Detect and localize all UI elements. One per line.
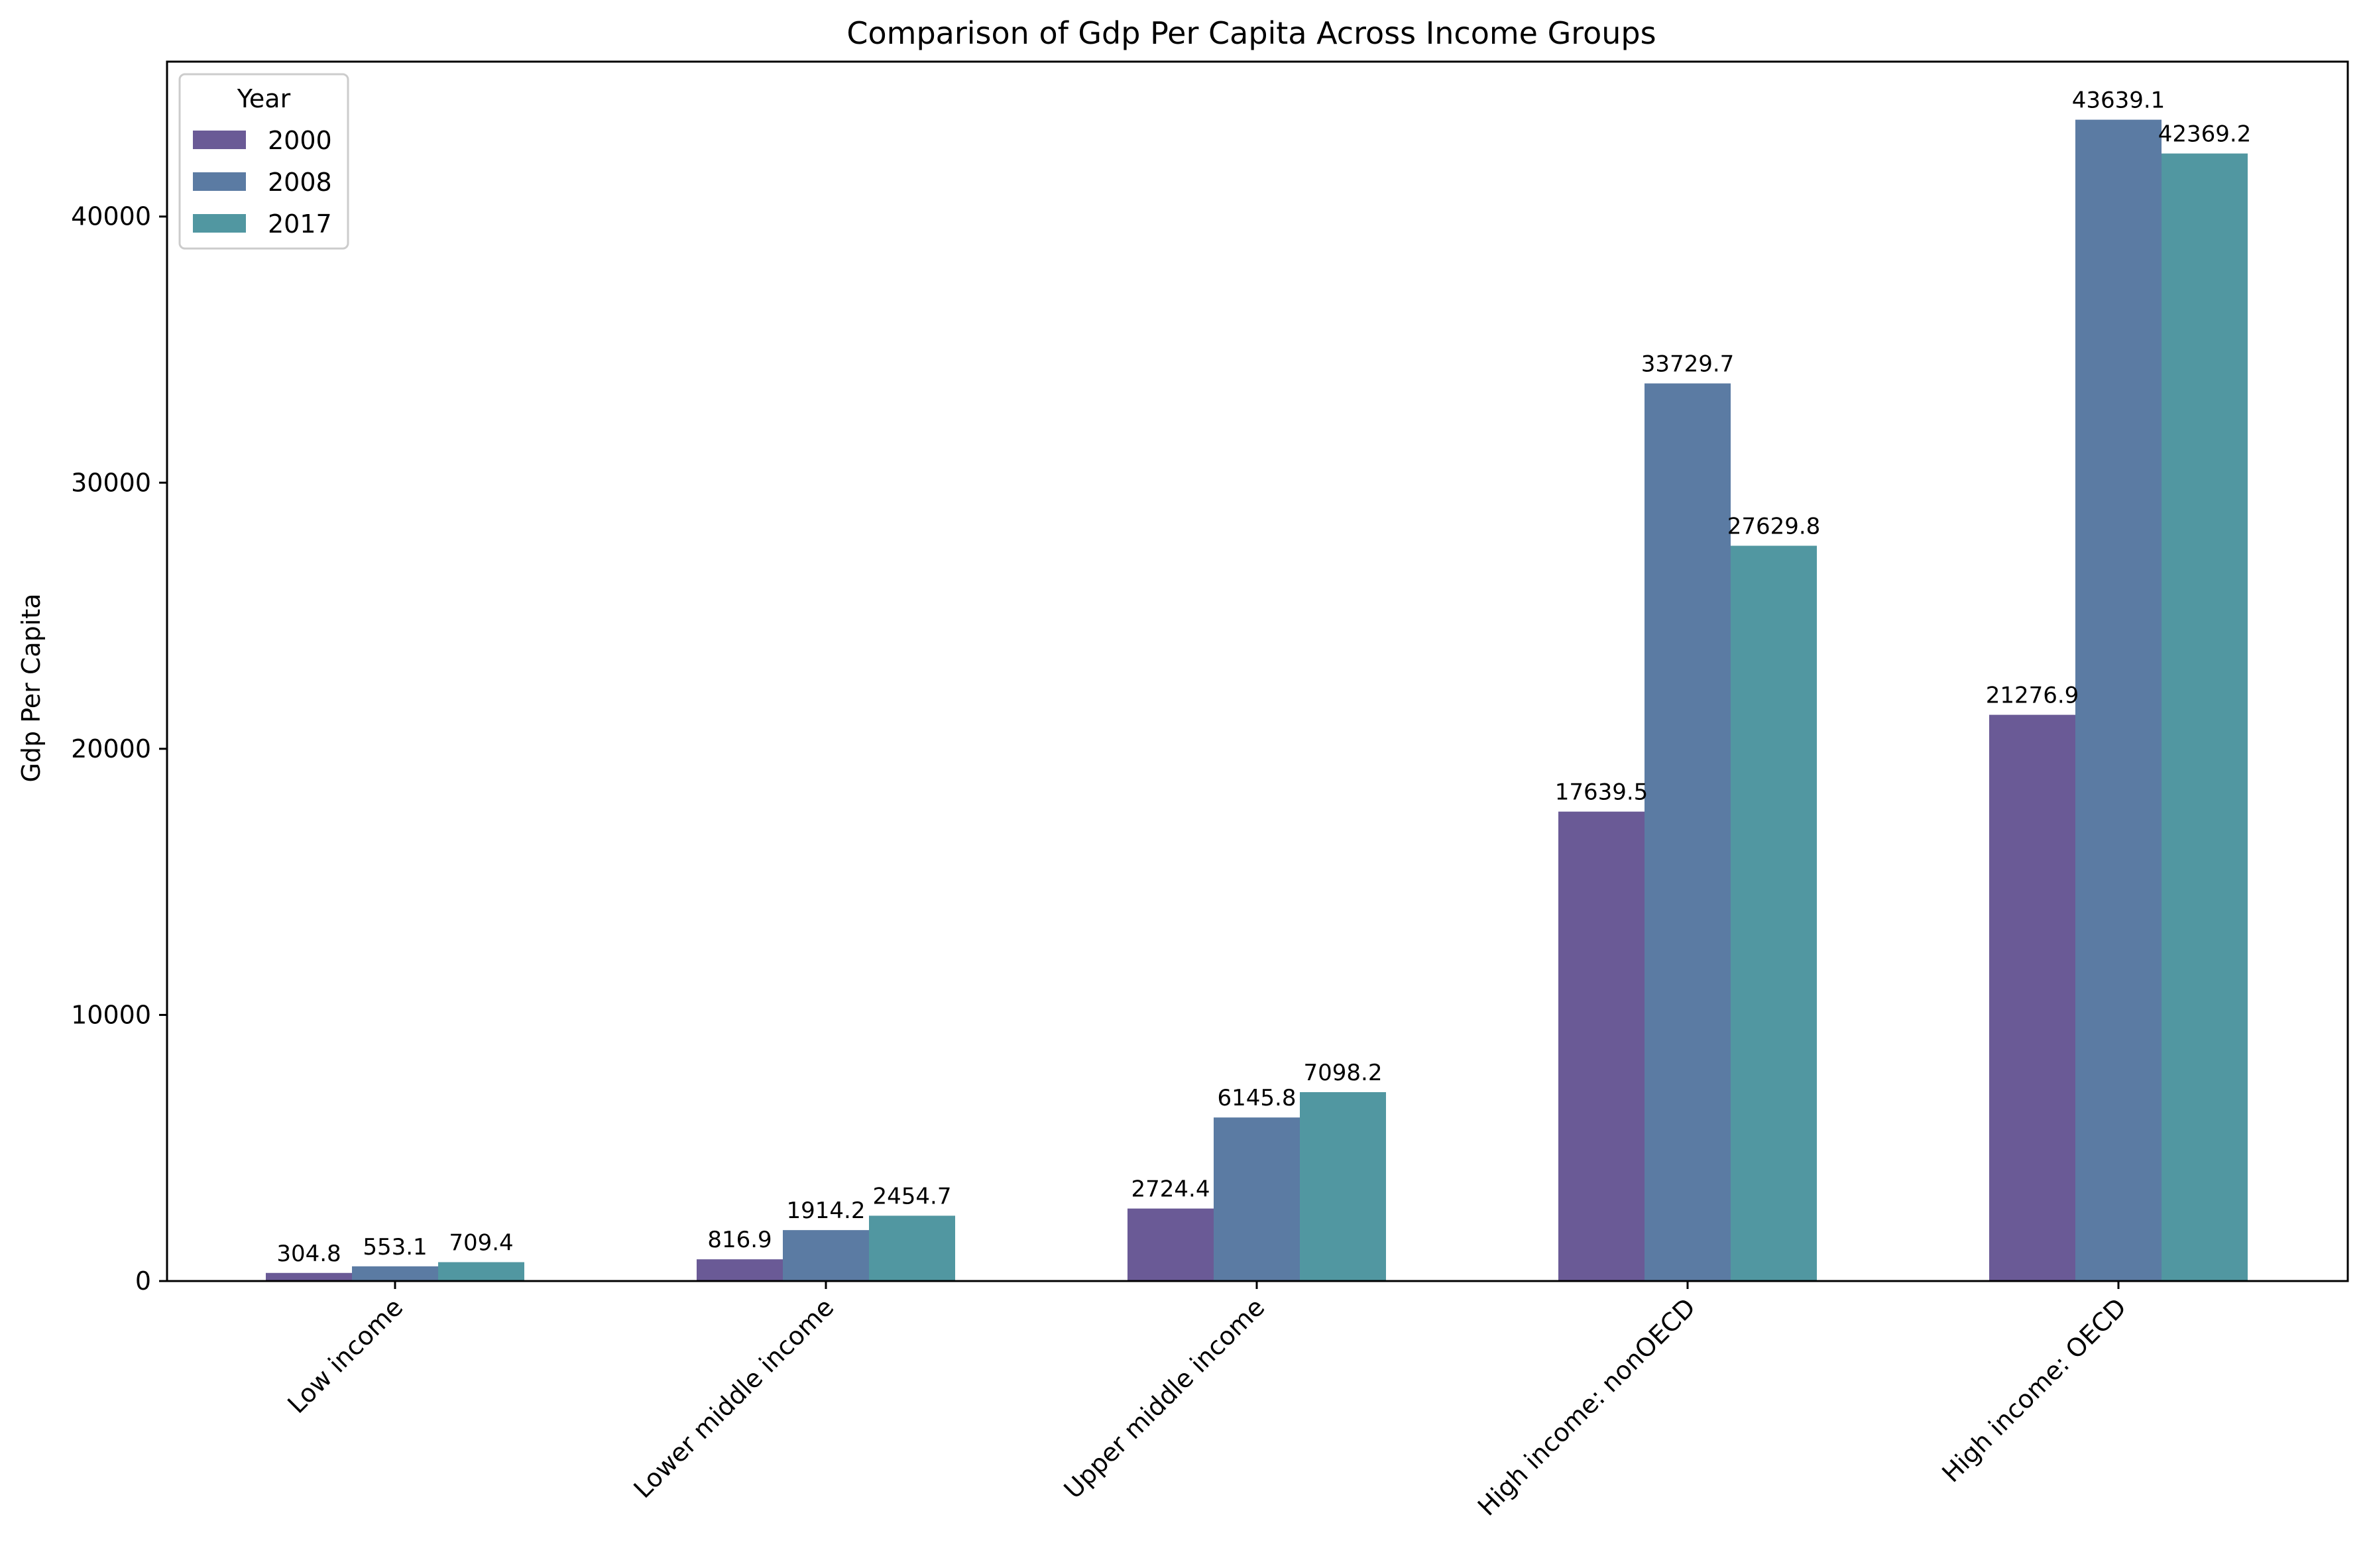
bar-value-label: 709.4 [449, 1230, 513, 1257]
legend-title: Year [237, 84, 291, 113]
bar-value-label: 1914.2 [787, 1198, 866, 1224]
bar-2008-3 [1645, 383, 1731, 1281]
x-tick-label: High income: OECD [1936, 1292, 2132, 1488]
x-tick-label: Low income [282, 1292, 408, 1419]
y-tick-label: 10000 [71, 1000, 151, 1029]
x-tick-label: Lower middle income [628, 1292, 840, 1504]
bar-value-label: 6145.8 [1218, 1085, 1297, 1111]
y-tick-label: 0 [135, 1266, 151, 1296]
legend-box [178, 73, 349, 250]
bars [266, 119, 2248, 1282]
bar-2008-2 [1214, 1117, 1300, 1281]
bar-2017-2 [1300, 1092, 1386, 1281]
bar-2008-1 [783, 1230, 869, 1281]
legend-items: 2000 2008 2017 [193, 126, 332, 239]
bar-value-label: 27629.8 [1727, 513, 1821, 539]
plot-frame [166, 60, 2349, 1282]
bar-labels: 304.8 816.9 2724.4 17639.5 21276.9 553.1 1914.… [276, 87, 2251, 1267]
y-tick-label: 40000 [71, 202, 151, 231]
legend-label: 2008 [268, 168, 332, 197]
bar-2000-2 [1127, 1208, 1214, 1281]
bar-2000-3 [1558, 811, 1645, 1281]
bar-2008-0 [352, 1266, 438, 1281]
x-tick-label: High income: nonOECD [1472, 1292, 1701, 1521]
bar-2017-4 [2162, 153, 2248, 1282]
bar-value-label: 17639.5 [1555, 779, 1648, 806]
legend-label: 2017 [268, 209, 332, 239]
bar-value-label: 33729.7 [1641, 351, 1735, 378]
legend-label: 2000 [268, 126, 332, 155]
y-tick-label: 20000 [71, 734, 151, 763]
bar-2008-4 [2075, 119, 2162, 1281]
x-tick-label: Upper middle income [1059, 1292, 1271, 1504]
y-axis: 0 10000 20000 30000 40000 [71, 202, 167, 1296]
bar-2017-3 [1731, 545, 1817, 1282]
bar-value-label: 7098.2 [1304, 1060, 1383, 1086]
chart-title: Comparison of Gdp Per Capita Across Inco… [846, 15, 1656, 51]
bar-2000-1 [697, 1259, 783, 1281]
bar-value-label: 304.8 [276, 1241, 341, 1267]
bar-2000-0 [266, 1272, 352, 1281]
legend-swatch-2017 [193, 214, 246, 233]
legend: Year 2000 2008 2017 [178, 73, 349, 250]
bar-2000-4 [1989, 714, 2075, 1281]
bar-2017-0 [438, 1262, 524, 1281]
y-tick-label: 30000 [71, 468, 151, 497]
bar-value-label: 2724.4 [1131, 1176, 1210, 1203]
bar-value-label: 553.1 [363, 1234, 427, 1260]
y-axis-label: Gdp Per Capita [17, 593, 46, 782]
bar-value-label: 43639.1 [2072, 87, 2165, 114]
bar-value-label: 21276.9 [1986, 683, 2079, 709]
bar-value-label: 816.9 [707, 1227, 772, 1253]
legend-swatch-2000 [193, 131, 246, 149]
legend-swatch-2008 [193, 172, 246, 191]
bar-value-label: 42369.2 [2158, 121, 2252, 148]
x-axis: Low income Lower middle income Upper middl… [282, 1281, 2132, 1522]
bar-value-label: 2454.7 [873, 1183, 952, 1209]
bar-2017-1 [869, 1215, 955, 1281]
